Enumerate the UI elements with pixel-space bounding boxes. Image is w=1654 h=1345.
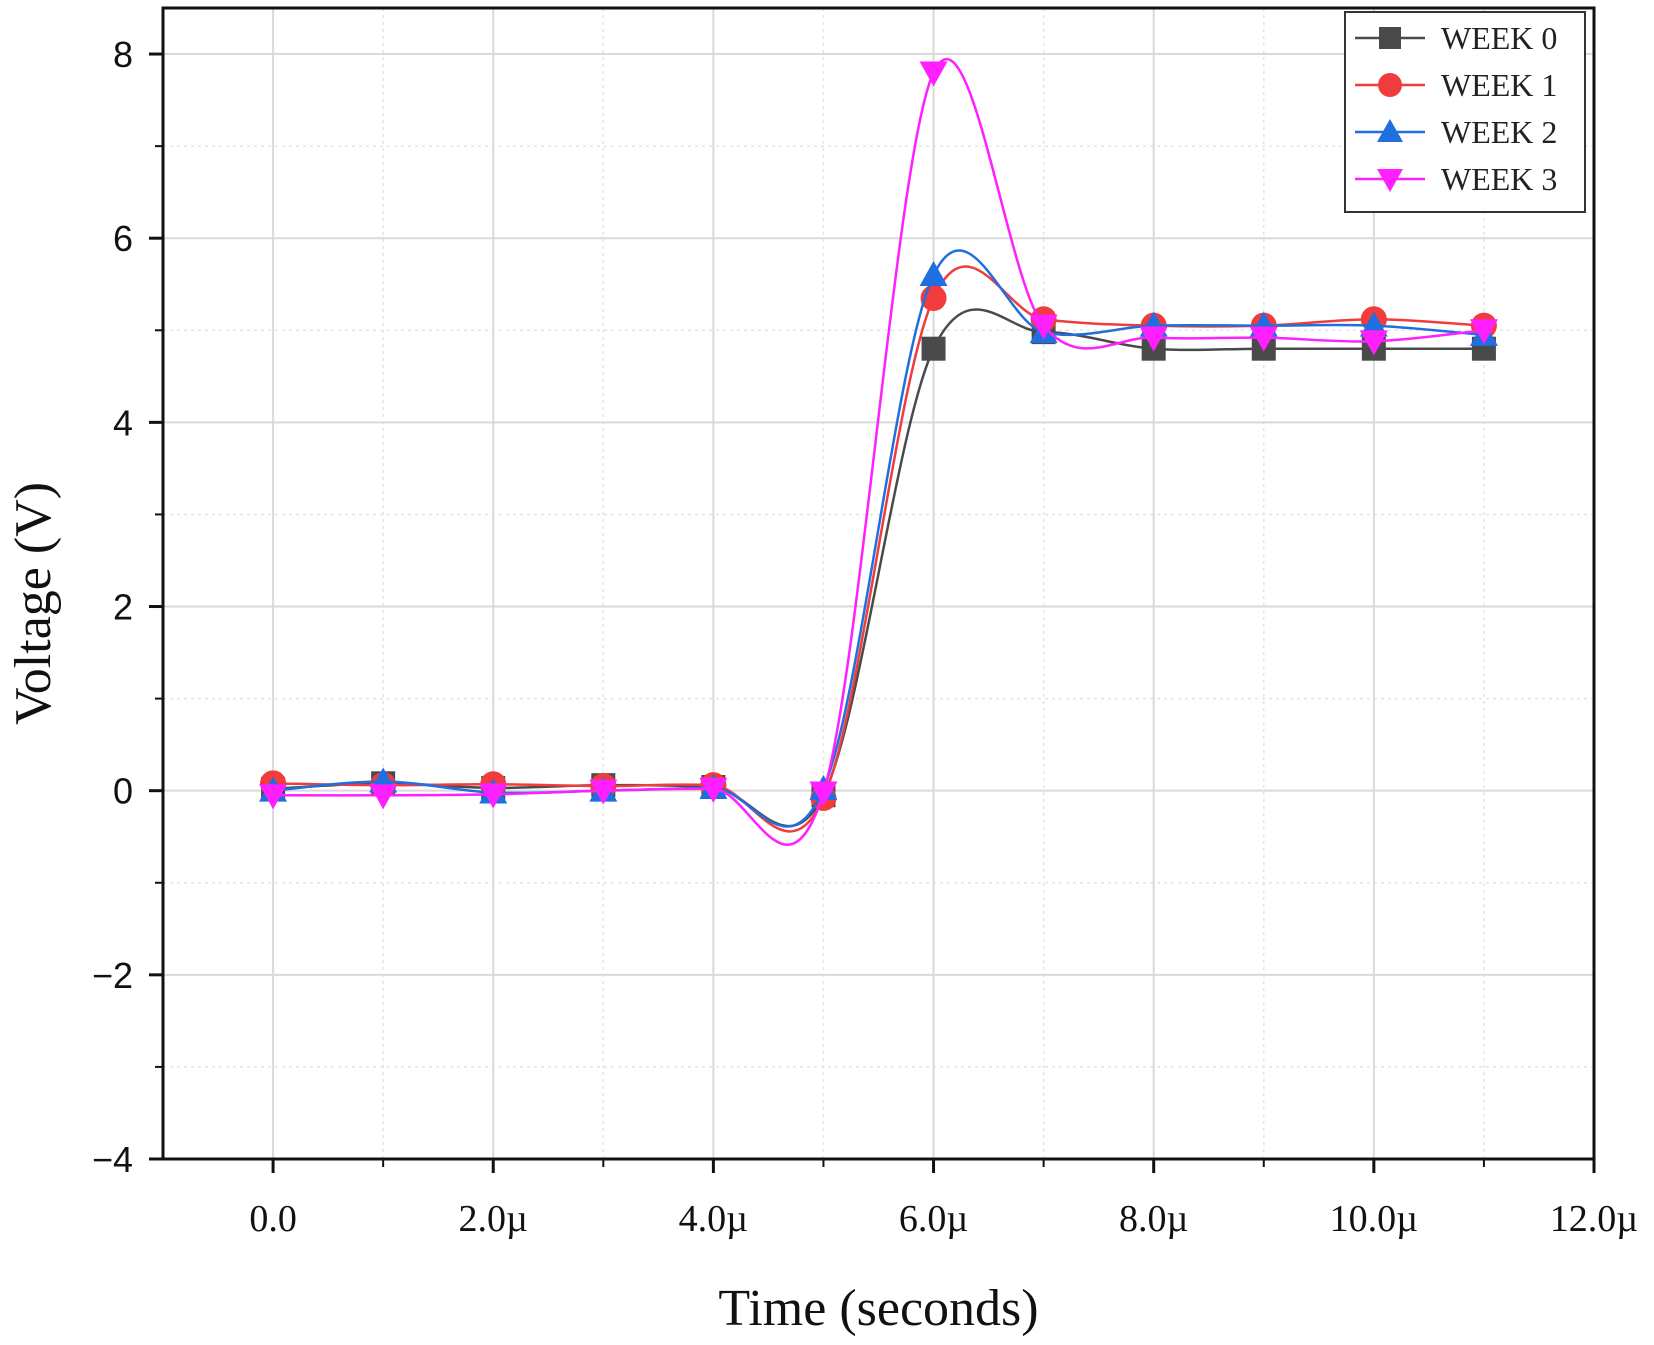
y-tick-label: 0 bbox=[113, 771, 133, 812]
y-tick-label: −4 bbox=[92, 1139, 133, 1180]
x-tick-label: 8.0µ bbox=[1119, 1198, 1188, 1240]
axes: 0.0 2.0µ 4.0µ 6.0µ 8.0µ 10.0µ 12.0µ −4 −2 0 2 4 6 8 bbox=[92, 34, 1638, 1240]
series-layer bbox=[259, 58, 1498, 846]
x-tick-label: 4.0µ bbox=[679, 1198, 748, 1240]
data-point-week-3 bbox=[1139, 326, 1168, 352]
data-point-week-3 bbox=[699, 777, 728, 803]
data-point-week-3 bbox=[1469, 319, 1498, 345]
series-line-week-2 bbox=[272, 249, 1485, 828]
data-point-week-3 bbox=[589, 779, 618, 805]
data-point-week-0 bbox=[921, 336, 946, 361]
y-tick-label: 2 bbox=[113, 587, 133, 628]
data-point-week-3 bbox=[809, 781, 838, 807]
y-tick-label: −2 bbox=[92, 955, 133, 996]
y-tick-label: 4 bbox=[113, 402, 133, 443]
x-tick-label: 12.0µ bbox=[1550, 1198, 1638, 1240]
y-tick-label: 8 bbox=[113, 34, 133, 75]
legend: WEEK 0 WEEK 1 WEEK 2 WEEK 3 bbox=[1344, 11, 1586, 213]
series-line-week-0 bbox=[273, 308, 1484, 828]
plot-frame bbox=[161, 6, 1596, 1161]
legend-item: WEEK 2 bbox=[1355, 114, 1557, 150]
legend-label: WEEK 3 bbox=[1441, 161, 1557, 197]
x-tick-label: 10.0µ bbox=[1330, 1198, 1418, 1240]
series-line-week-1 bbox=[273, 265, 1484, 833]
data-point-week-3 bbox=[919, 61, 948, 87]
series-week-2 bbox=[259, 249, 1498, 828]
x-axis-title: Time (seconds) bbox=[718, 1280, 1038, 1337]
series-week-3 bbox=[259, 58, 1498, 846]
x-tick-label: 2.0µ bbox=[459, 1198, 528, 1240]
legend-label: WEEK 0 bbox=[1441, 20, 1557, 56]
data-point-week-2 bbox=[919, 261, 948, 287]
legend-marker bbox=[1378, 73, 1402, 97]
y-axis-title: Voltage (V) bbox=[5, 482, 62, 725]
data-point-week-3 bbox=[1249, 326, 1278, 352]
series-week-1 bbox=[260, 265, 1497, 833]
legend-label: WEEK 1 bbox=[1441, 67, 1557, 103]
data-point-week-3 bbox=[369, 784, 398, 810]
legend-item: WEEK 0 bbox=[1355, 20, 1557, 56]
data-point-week-3 bbox=[1029, 314, 1058, 340]
x-tick-label: 0.0 bbox=[249, 1198, 297, 1240]
x-tick-label: 6.0µ bbox=[899, 1198, 968, 1240]
legend-label: WEEK 2 bbox=[1441, 114, 1557, 150]
legend-item: WEEK 3 bbox=[1355, 161, 1557, 197]
data-point-week-3 bbox=[479, 783, 508, 809]
legend-marker bbox=[1377, 169, 1403, 192]
series-week-0 bbox=[261, 308, 1496, 828]
y-tick-label: 6 bbox=[113, 218, 133, 259]
series-line-week-3 bbox=[273, 58, 1485, 846]
legend-item: WEEK 1 bbox=[1355, 67, 1557, 103]
data-point-week-3 bbox=[1359, 330, 1388, 356]
legend-marker bbox=[1377, 119, 1403, 142]
data-point-week-3 bbox=[259, 784, 288, 810]
legend-marker bbox=[1379, 27, 1401, 49]
